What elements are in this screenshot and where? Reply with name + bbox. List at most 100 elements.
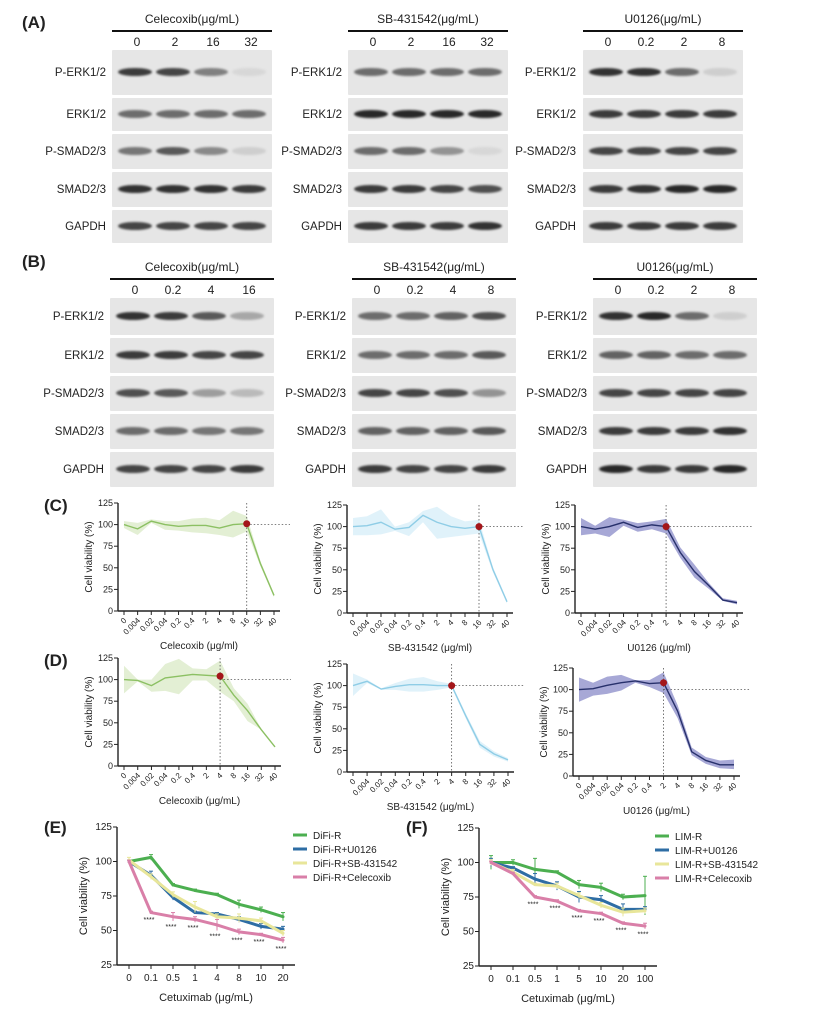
data-point <box>193 888 197 892</box>
lane-label: 0.2 <box>406 283 424 297</box>
blot-band <box>230 427 264 435</box>
blot-band <box>589 110 623 118</box>
blot-row-label: ERK1/2 <box>64 350 104 362</box>
blot-band <box>230 351 264 359</box>
blot-band <box>116 427 150 435</box>
blot-band <box>430 68 464 76</box>
x-tick-label: 4 <box>214 973 220 984</box>
confidence-band <box>581 517 737 605</box>
blot-band <box>430 147 464 155</box>
y-tick-label: 100 <box>98 520 113 530</box>
blot-band <box>192 465 226 473</box>
blot-band <box>675 427 709 435</box>
blot-band <box>468 185 502 193</box>
x-tick-label: 0 <box>576 618 586 628</box>
x-axis-label: SB-431542 (μg/ml) <box>388 643 472 654</box>
panel-label-b: (B) <box>22 252 46 271</box>
blot-band <box>358 427 392 435</box>
blot-band <box>472 312 506 320</box>
blot-band <box>637 312 671 320</box>
data-point <box>621 910 625 914</box>
blot-band <box>154 312 188 320</box>
blot-band <box>154 351 188 359</box>
y-tick-label: 75 <box>332 543 342 553</box>
x-tick-label: 5 <box>576 974 582 985</box>
x-tick-label: 4 <box>446 618 456 628</box>
highlight-point <box>662 523 670 531</box>
blot-band <box>430 185 464 193</box>
y-tick-label: 50 <box>332 724 342 734</box>
x-tick-label: 0.2 <box>399 618 414 633</box>
blot-band <box>599 312 633 320</box>
blot-row-label: ERK1/2 <box>66 109 106 121</box>
series-line <box>578 680 734 766</box>
confidence-band <box>124 658 275 747</box>
blot-band <box>118 185 152 193</box>
legend-label: DiFi-R <box>313 831 341 842</box>
data-point <box>171 893 175 897</box>
blot-band <box>230 389 264 397</box>
x-tick-label: 0 <box>119 771 129 781</box>
blot-band <box>154 465 188 473</box>
x-tick-label: 40 <box>266 616 279 629</box>
x-tick-label: 4 <box>214 616 224 626</box>
x-tick-label: 0 <box>488 974 494 985</box>
data-point <box>577 883 581 887</box>
lane-label: 2 <box>407 35 415 49</box>
y-tick-label: 0 <box>108 606 113 616</box>
data-point <box>281 938 285 942</box>
blot-row-label: GAPDH <box>546 464 587 476</box>
y-tick-label: 100 <box>98 675 113 685</box>
data-point <box>237 930 241 934</box>
y-tick-label: 25 <box>560 586 570 596</box>
y-tick-label: 75 <box>560 543 570 553</box>
blot-band <box>627 185 661 193</box>
blot-band <box>392 222 426 230</box>
blot-band <box>713 465 747 473</box>
blot-band <box>156 222 190 230</box>
lane-label: 16 <box>242 283 256 297</box>
blot-band <box>589 147 623 155</box>
x-tick-label: 4 <box>447 777 457 787</box>
legend-label: DiFi-R+U0126 <box>313 845 377 856</box>
x-tick-label: 16 <box>238 616 251 629</box>
y-tick-label: 50 <box>560 565 570 575</box>
blot-band <box>354 185 388 193</box>
blot-band <box>703 68 737 76</box>
blot-band <box>354 147 388 155</box>
blot-row-label: P-ERK1/2 <box>52 311 104 323</box>
significance-annotation: **** <box>166 924 177 931</box>
blot-band <box>627 68 661 76</box>
data-point <box>281 915 285 919</box>
y-tick-label: 50 <box>103 563 113 573</box>
x-tick-label: 4 <box>673 781 683 791</box>
x-tick-label: 10 <box>255 973 267 984</box>
x-tick-label: 8 <box>460 618 470 628</box>
series-line <box>352 514 508 603</box>
blot-band <box>116 351 150 359</box>
data-point <box>149 911 153 915</box>
x-tick-label: 1 <box>192 973 198 984</box>
x-tick-label: 0.4 <box>414 777 429 792</box>
legend-label: LIM-R <box>675 832 702 843</box>
y-axis-label: Cell viability (%) <box>313 682 324 753</box>
blot-band <box>118 110 152 118</box>
blot-band <box>637 389 671 397</box>
blot-bracket-line <box>112 30 272 32</box>
x-tick-label: 40 <box>500 777 513 790</box>
lane-label: 16 <box>206 35 220 49</box>
lane-label: 4 <box>207 283 215 297</box>
x-tick-label: 0 <box>348 777 358 787</box>
y-tick-label: 75 <box>332 702 342 712</box>
blot-band <box>156 147 190 155</box>
significance-annotation: **** <box>550 906 561 913</box>
y-tick-label: 100 <box>555 522 570 532</box>
blot-band <box>703 147 737 155</box>
blot-row-label: ERK1/2 <box>302 109 342 121</box>
lane-label: 8 <box>728 283 736 297</box>
data-point <box>215 923 219 927</box>
x-tick-label: 2 <box>201 771 211 781</box>
x-axis-label: Cetuximab (μg/mL) <box>521 993 615 1005</box>
